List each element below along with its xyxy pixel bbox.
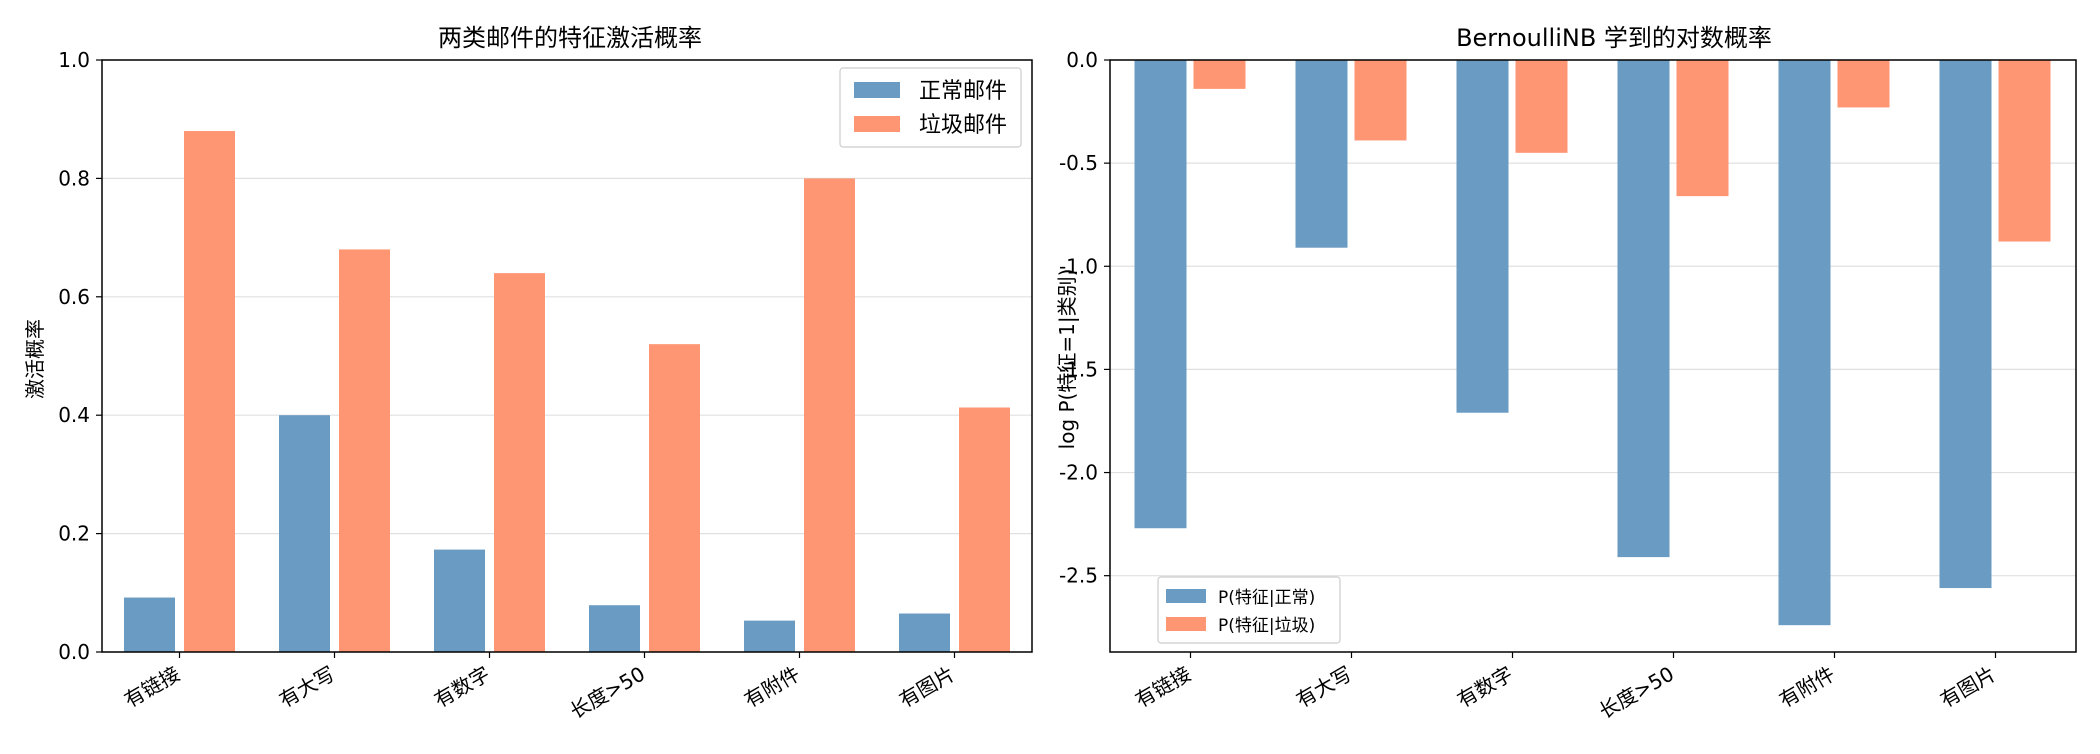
chart-activation-probability: 两类邮件的特征激活概率 激活概率 0.0 0.2 0.4 0.6 0.8 1.0 有链接 有大… (23, 24, 1033, 724)
legend-label-normal: P(特征|正常) (1218, 588, 1315, 608)
bar-normal (1134, 60, 1187, 529)
legend: 正常邮件 垃圾邮件 (839, 67, 1022, 148)
x-tick-label: 长度>50 (566, 662, 649, 724)
bar-spam (804, 178, 855, 652)
bar-normal (1456, 60, 1509, 413)
legend-swatch-normal (854, 82, 900, 98)
bar-spam (1837, 60, 1890, 108)
bar-spam (959, 407, 1010, 652)
bar-spam (339, 249, 390, 652)
bar-spam (1193, 60, 1246, 89)
legend-swatch-spam (854, 116, 900, 132)
y-tick-label: 0.0 (1066, 48, 1098, 72)
legend: P(特征|正常) P(特征|垃圾) (1157, 576, 1341, 644)
x-tick-label: 有附件 (740, 662, 804, 713)
bar-spam (1515, 60, 1568, 153)
bar-normal (1778, 60, 1831, 626)
bar-normal (899, 613, 950, 652)
x-tick-label: 有附件 (1775, 662, 1839, 713)
legend-label-spam: 垃圾邮件 (919, 113, 1007, 138)
bar-normal (124, 597, 175, 652)
bar-spam (1354, 60, 1407, 141)
legend-label-normal: 正常邮件 (919, 79, 1007, 104)
chart-title: 两类邮件的特征激活概率 (438, 24, 702, 52)
legend-swatch-spam (1166, 617, 1206, 631)
bar-spam (1676, 60, 1729, 197)
y-tick-label: 0.8 (58, 166, 90, 190)
y-tick-label: -2.0 (1059, 461, 1098, 485)
y-tick-label: -0.5 (1059, 151, 1098, 175)
y-axis-label: 激活概率 (23, 319, 47, 399)
y-tick-label: -2.5 (1059, 564, 1098, 588)
x-tick-label: 有链接 (1131, 662, 1195, 713)
bar-normal (279, 415, 330, 652)
x-tick-label: 有大写 (1292, 662, 1356, 713)
x-tick-label: 有数字 (430, 662, 494, 713)
chart-title: BernoulliNB 学到的对数概率 (1456, 24, 1772, 52)
bar-spam (184, 131, 235, 653)
x-tick-label: 有数字 (1453, 662, 1517, 713)
plot-frame (101, 59, 1033, 653)
y-tick-label: -1.0 (1059, 254, 1098, 278)
y-tick-label: -1.5 (1059, 357, 1098, 381)
x-tick-label: 长度>50 (1595, 662, 1678, 724)
bar-spam (1998, 60, 2051, 242)
legend-label-spam: P(特征|垃圾) (1218, 616, 1315, 636)
bar-normal (744, 620, 795, 652)
bar-normal (1617, 60, 1670, 558)
x-tick-label: 有图片 (895, 662, 959, 713)
y-tick-label: 0.6 (58, 285, 90, 309)
plot-frame (1109, 59, 2077, 653)
y-tick-label: 0.0 (58, 640, 90, 664)
bar-normal (1295, 60, 1348, 248)
x-tick-label: 有大写 (275, 662, 339, 713)
legend-swatch-normal (1166, 589, 1206, 603)
y-tick-label: 0.4 (58, 403, 90, 427)
bar-normal (589, 605, 640, 652)
y-tick-label: 0.2 (58, 522, 90, 546)
bar-normal (434, 549, 485, 652)
x-tick-label: 有链接 (120, 662, 184, 713)
y-axis-label: log P(特征=1|类别) (1055, 269, 1079, 450)
bar-spam (494, 273, 545, 652)
bar-spam (649, 344, 700, 652)
x-tick-label: 有图片 (1936, 662, 2000, 713)
chart-log-probability: BernoulliNB 学到的对数概率 log P(特征=1|类别) 0.0 -0… (1055, 24, 2077, 724)
y-tick-label: 1.0 (58, 48, 90, 72)
bar-normal (1939, 60, 1992, 589)
